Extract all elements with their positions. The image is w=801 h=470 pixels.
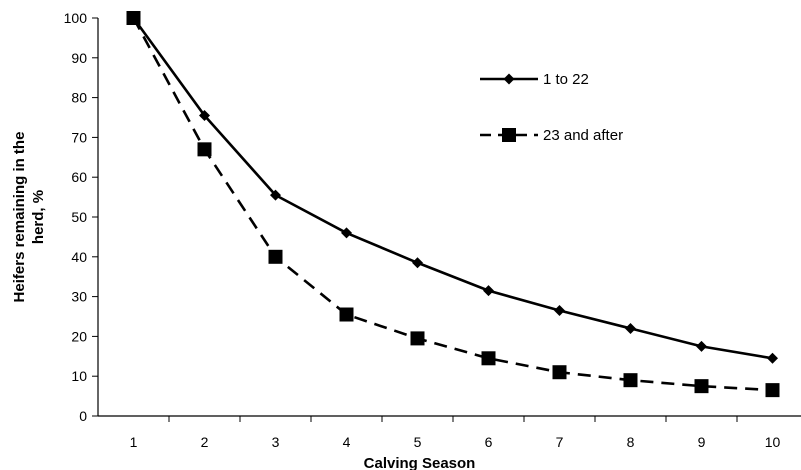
series-line [132,17,773,360]
data-point [412,257,423,269]
series-2 [126,11,780,398]
data-point [767,352,778,364]
data-point [694,379,709,394]
data-point [199,110,210,122]
legend-marker [502,128,516,142]
y-tick-label: 60 [71,169,87,185]
data-point [696,340,707,352]
series-1 [128,12,778,364]
data-point [268,249,283,264]
y-tick-label: 100 [64,10,88,26]
x-tick-label: 2 [201,434,209,450]
data-point [625,322,636,334]
x-tick-label: 10 [765,434,781,450]
x-axis-title: Calving Season [364,455,476,470]
x-tick-label: 1 [130,434,138,450]
data-point [481,351,496,366]
y-tick-label: 20 [71,328,87,344]
data-point [410,331,425,346]
y-tick-label: 80 [71,90,87,106]
x-tick-label: 6 [485,434,493,450]
y-axis-title-line: herd, % [30,190,47,244]
y-axis-title: Heifers remaining in the herd, % [11,132,47,303]
x-tick-label: 3 [272,434,280,450]
y-tick-label: 40 [71,249,87,265]
data-point [483,285,494,297]
data-point [270,189,281,201]
y-axis-ticks: 0 10 20 30 40 50 60 70 80 90 100 [64,10,98,424]
legend: 1 to 22 23 and after [480,71,623,144]
x-tick-label: 9 [698,434,706,450]
data-point [126,11,141,25]
y-tick-label: 10 [71,368,87,384]
legend-label: 23 and after [543,127,623,144]
x-tick-label: 8 [627,434,635,450]
y-axis-title-line: Heifers remaining in the [11,132,28,303]
data-point [765,383,780,398]
axes [97,18,801,417]
data-point [339,307,354,322]
y-tick-label: 70 [71,129,87,145]
legend-marker [503,73,515,85]
data-point [554,305,565,317]
series-layer [126,11,780,398]
y-tick-label: 90 [71,50,87,66]
legend-label: 1 to 22 [543,71,589,88]
data-point [341,227,352,239]
data-point [197,142,212,157]
data-point [552,365,567,380]
y-tick-label: 30 [71,289,87,305]
x-tick-label: 4 [343,434,351,450]
x-tick-label: 5 [414,434,422,450]
y-tick-label: 0 [79,408,87,424]
x-axis-ticks: 1 2 3 4 5 6 7 8 9 10 [130,416,781,450]
x-tick-label: 7 [556,434,564,450]
y-tick-label: 50 [71,209,87,225]
series-line [132,17,773,392]
data-point [623,373,638,388]
